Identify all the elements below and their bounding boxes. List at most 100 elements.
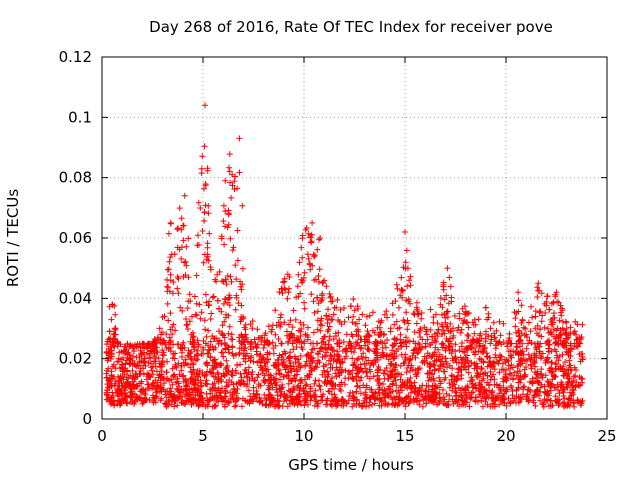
data-point [338,397,345,404]
data-point [169,331,176,338]
data-point [164,283,171,290]
data-point [263,402,270,408]
data-point [201,217,208,224]
data-point [307,362,313,369]
data-point [436,351,443,358]
data-point [291,376,297,382]
data-point [536,287,543,294]
data-point [496,401,503,408]
data-point [167,385,174,392]
data-point [262,395,269,402]
data-point [397,376,404,383]
data-point [407,282,414,289]
data-point [285,338,292,345]
data-point [360,350,367,357]
data-point [491,334,498,341]
data-point [275,336,282,342]
data-point [368,386,375,393]
data-point [530,399,537,406]
data-point [117,402,123,409]
data-point [535,280,542,287]
data-point [278,354,285,361]
data-point [466,403,473,410]
data-point [269,326,275,333]
data-point [165,317,172,324]
data-point [544,338,551,345]
data-point [245,364,252,371]
data-point [201,317,208,324]
data-point [296,398,303,405]
data-point [172,350,179,357]
data-point [316,236,322,243]
data-point [147,374,154,381]
data-point [478,366,485,373]
data-point [195,232,201,239]
data-point [412,389,419,396]
data-point [326,337,333,344]
data-series-roti [103,102,586,410]
data-point [450,332,457,339]
data-point [342,367,349,374]
data-point [362,365,369,372]
data-point [505,339,512,345]
data-point [546,348,553,355]
data-point [319,292,325,299]
data-point [249,368,256,375]
data-point [483,328,489,335]
data-point [508,372,514,378]
data-point [449,346,456,353]
data-point [253,388,260,394]
data-point [175,290,182,297]
data-point [439,386,446,393]
data-point [363,360,370,367]
data-point [220,218,227,225]
data-point [455,384,462,391]
data-point [529,380,536,387]
data-point [105,377,112,384]
data-point [341,318,348,325]
data-point [176,371,183,378]
data-point [193,351,200,358]
data-point [405,296,412,303]
data-point [375,366,382,373]
data-point [526,397,532,404]
data-point [270,350,277,357]
data-point [419,336,426,343]
data-point [483,391,489,397]
data-point [399,287,406,294]
data-point [323,283,330,290]
data-point [254,326,261,333]
data-point [531,359,537,366]
data-point [401,400,407,407]
data-point [185,235,192,242]
data-point [106,328,113,335]
data-point [544,397,550,403]
data-point [206,298,213,305]
data-point [518,320,525,326]
data-point [297,328,304,335]
data-point [453,389,460,396]
data-point [201,185,207,192]
data-point [460,401,467,408]
data-point [137,388,144,395]
data-point [327,352,334,358]
data-point [225,210,232,217]
data-point [447,283,454,290]
data-point [152,399,159,406]
data-point [476,373,483,380]
data-point [431,337,438,344]
data-point [521,357,528,364]
data-point [440,283,447,290]
data-point [402,259,409,266]
data-point [438,397,444,404]
data-point [487,358,494,365]
data-point [224,363,231,369]
data-point [574,336,581,343]
data-point [300,321,307,328]
data-point [410,350,417,356]
data-point [431,349,438,356]
data-point [181,401,188,408]
data-point [228,194,235,201]
data-point [285,289,292,296]
data-point [189,334,196,341]
